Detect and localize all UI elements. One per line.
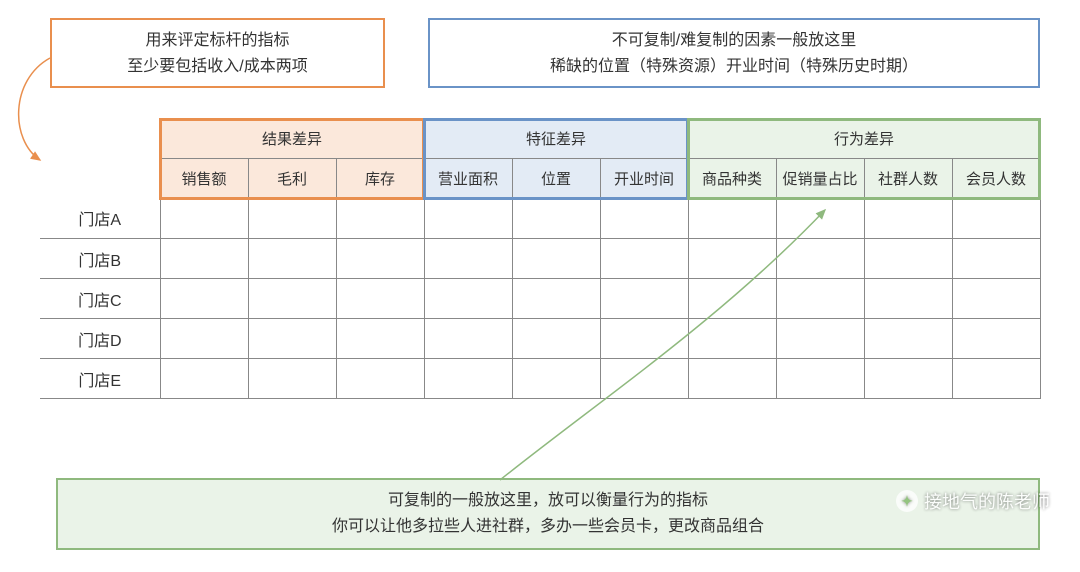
data-cell <box>424 279 512 319</box>
row-label: 门店E <box>40 359 160 399</box>
data-cell <box>600 239 688 279</box>
data-cell <box>688 359 776 399</box>
data-cell <box>688 199 776 239</box>
data-cell <box>952 359 1040 399</box>
data-cell <box>952 239 1040 279</box>
data-cell <box>512 239 600 279</box>
data-cell <box>688 279 776 319</box>
data-cell <box>248 239 336 279</box>
data-cell <box>600 319 688 359</box>
callout-line: 用来评定标杆的指标 <box>68 28 367 54</box>
data-cell <box>512 279 600 319</box>
data-cell <box>336 359 424 399</box>
callout-top-right: 不可复制/难复制的因素一般放这里 稀缺的位置（特殊资源）开业时间（特殊历史时期） <box>428 18 1040 88</box>
data-cell <box>424 199 512 239</box>
callout-line: 可复制的一般放这里，放可以衡量行为的指标 <box>74 488 1022 514</box>
data-cell <box>248 199 336 239</box>
data-cell <box>160 199 248 239</box>
data-cell <box>864 199 952 239</box>
col-header: 会员人数 <box>952 159 1040 199</box>
data-cell <box>776 279 864 319</box>
col-header: 位置 <box>512 159 600 199</box>
data-cell <box>512 319 600 359</box>
analysis-table: 结果差异特征差异行为差异 销售额毛利库存营业面积位置开业时间商品种类促销量占比社… <box>40 118 1041 399</box>
row-label: 门店C <box>40 279 160 319</box>
table-row: 门店B <box>40 239 1040 279</box>
watermark: ✦ 接地气的陈老师 <box>896 488 1050 514</box>
data-cell <box>688 239 776 279</box>
data-cell <box>336 319 424 359</box>
callout-line: 不可复制/难复制的因素一般放这里 <box>446 28 1022 54</box>
data-cell <box>688 319 776 359</box>
row-label: 门店D <box>40 319 160 359</box>
data-cell <box>776 239 864 279</box>
data-cell <box>776 319 864 359</box>
col-header: 营业面积 <box>424 159 512 199</box>
data-cell <box>600 279 688 319</box>
group-header-result: 结果差异 <box>160 119 424 159</box>
callout-top-left: 用来评定标杆的指标 至少要包括收入/成本两项 <box>50 18 385 88</box>
data-cell <box>336 279 424 319</box>
data-cell <box>952 319 1040 359</box>
data-cell <box>160 239 248 279</box>
data-cell <box>864 239 952 279</box>
callout-line: 稀缺的位置（特殊资源）开业时间（特殊历史时期） <box>446 54 1022 80</box>
row-label: 门店B <box>40 239 160 279</box>
col-header: 销售额 <box>160 159 248 199</box>
col-header: 开业时间 <box>600 159 688 199</box>
data-cell <box>424 239 512 279</box>
watermark-text: 接地气的陈老师 <box>924 488 1050 514</box>
col-header: 社群人数 <box>864 159 952 199</box>
callout-line: 至少要包括收入/成本两项 <box>68 54 367 80</box>
data-cell <box>424 319 512 359</box>
analysis-table-wrap: 结果差异特征差异行为差异 销售额毛利库存营业面积位置开业时间商品种类促销量占比社… <box>40 118 1040 399</box>
col-header: 毛利 <box>248 159 336 199</box>
group-header-feature: 特征差异 <box>424 119 688 159</box>
empty-corner <box>40 119 160 199</box>
callout-line: 你可以让他多拉些人进社群，多办一些会员卡，更改商品组合 <box>74 514 1022 540</box>
data-cell <box>864 359 952 399</box>
col-header: 商品种类 <box>688 159 776 199</box>
row-label: 门店A <box>40 199 160 239</box>
col-header: 库存 <box>336 159 424 199</box>
data-cell <box>776 359 864 399</box>
data-cell <box>864 279 952 319</box>
data-cell <box>776 199 864 239</box>
group-header-behavior: 行为差异 <box>688 119 1040 159</box>
data-cell <box>512 199 600 239</box>
table-row: 门店C <box>40 279 1040 319</box>
data-cell <box>160 359 248 399</box>
callout-bottom: 可复制的一般放这里，放可以衡量行为的指标 你可以让他多拉些人进社群，多办一些会员… <box>56 478 1040 550</box>
table-row: 门店A <box>40 199 1040 239</box>
data-cell <box>864 319 952 359</box>
data-cell <box>336 239 424 279</box>
table-row: 门店D <box>40 319 1040 359</box>
data-cell <box>248 279 336 319</box>
data-cell <box>952 279 1040 319</box>
data-cell <box>600 359 688 399</box>
data-cell <box>512 359 600 399</box>
data-cell <box>600 199 688 239</box>
data-cell <box>248 319 336 359</box>
data-cell <box>160 319 248 359</box>
data-cell <box>160 279 248 319</box>
watermark-icon: ✦ <box>896 490 918 512</box>
col-header: 促销量占比 <box>776 159 864 199</box>
data-cell <box>248 359 336 399</box>
data-cell <box>336 199 424 239</box>
data-cell <box>952 199 1040 239</box>
table-row: 门店E <box>40 359 1040 399</box>
data-cell <box>424 359 512 399</box>
